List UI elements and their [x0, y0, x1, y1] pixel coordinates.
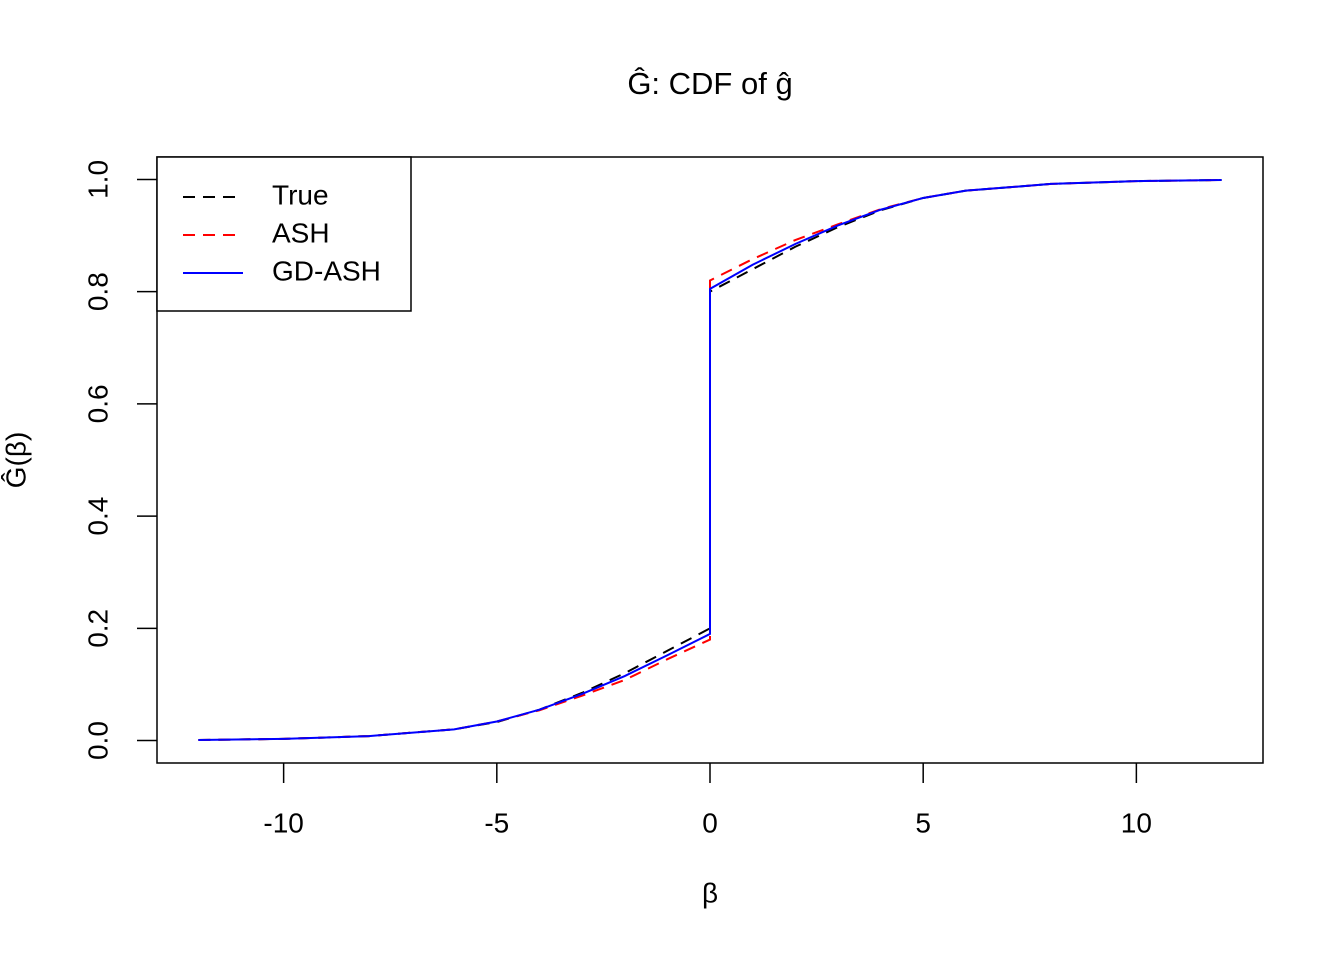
legend-label: True [272, 179, 329, 210]
x-tick-label: -5 [484, 807, 509, 838]
y-tick-label: 0.6 [82, 384, 113, 423]
y-tick-label: 0.4 [82, 497, 113, 536]
y-tick-label: 0.8 [82, 272, 113, 311]
x-axis-label: β [702, 877, 718, 908]
y-tick-label: 1.0 [82, 160, 113, 199]
x-tick-label: 5 [915, 807, 931, 838]
legend-box [156, 156, 412, 312]
x-tick-label: -10 [263, 807, 303, 838]
legend-label: GD-ASH [272, 255, 381, 286]
y-tick-label: 0.2 [82, 609, 113, 648]
y-axis-label: Ĝ(β) [0, 432, 31, 489]
x-tick-label: 0 [702, 807, 718, 838]
y-tick-label: 0.0 [82, 721, 113, 760]
x-tick-label: 10 [1121, 807, 1152, 838]
chart-title: Ĝ: CDF of ĝ [627, 66, 792, 101]
series-line [198, 179, 1222, 741]
legend-label: ASH [272, 217, 330, 248]
